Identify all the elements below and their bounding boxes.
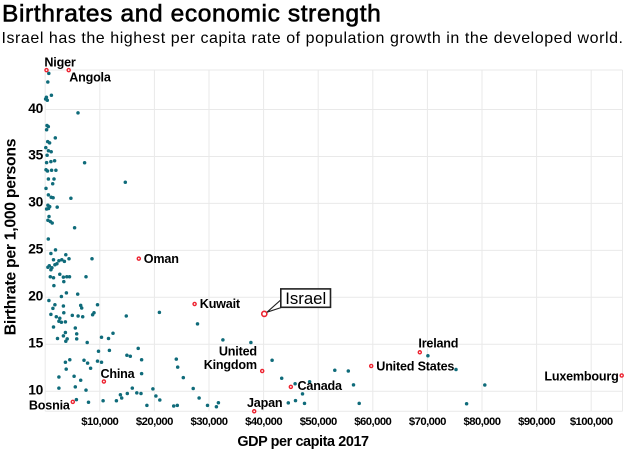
svg-text:Luxembourg: Luxembourg	[544, 370, 618, 384]
svg-text:Israel has the highest per cap: Israel has the highest per capita rate o…	[2, 30, 624, 47]
svg-text:United: United	[219, 345, 257, 359]
svg-text:20: 20	[28, 289, 43, 304]
svg-text:10: 10	[28, 383, 43, 398]
svg-text:25: 25	[28, 242, 43, 257]
svg-text:GDP per capita 2017: GDP per capita 2017	[237, 434, 369, 450]
svg-text:Angola: Angola	[69, 71, 112, 85]
svg-text:Birthrates and economic streng: Birthrates and economic strength	[2, 1, 381, 28]
svg-text:Bosnia: Bosnia	[29, 398, 71, 412]
svg-text:$50,000: $50,000	[300, 416, 337, 428]
svg-text:Israel: Israel	[285, 289, 326, 308]
svg-text:$40,000: $40,000	[245, 416, 282, 428]
svg-text:Ireland: Ireland	[418, 337, 458, 351]
svg-text:Niger: Niger	[44, 55, 75, 69]
svg-text:Kingdom: Kingdom	[204, 358, 257, 372]
svg-text:Canada: Canada	[298, 379, 343, 393]
svg-text:Japan: Japan	[247, 396, 282, 410]
svg-text:$90,000: $90,000	[518, 416, 555, 428]
svg-text:Kuwait: Kuwait	[200, 297, 241, 311]
svg-text:$60,000: $60,000	[354, 416, 391, 428]
svg-text:Birthrate per 1,000 persons: Birthrate per 1,000 persons	[3, 138, 20, 335]
svg-text:30: 30	[28, 195, 43, 210]
svg-text:40: 40	[28, 101, 43, 116]
svg-text:China: China	[101, 367, 136, 381]
svg-text:15: 15	[28, 336, 43, 351]
svg-text:$100,000: $100,000	[570, 416, 613, 428]
svg-text:$80,000: $80,000	[464, 416, 501, 428]
svg-text:$10,000: $10,000	[81, 416, 118, 428]
svg-text:$30,000: $30,000	[191, 416, 228, 428]
svg-text:$70,000: $70,000	[409, 416, 446, 428]
svg-text:$20,000: $20,000	[136, 416, 173, 428]
svg-text:United States: United States	[376, 360, 454, 374]
svg-text:Oman: Oman	[144, 252, 179, 266]
svg-text:35: 35	[28, 148, 43, 163]
